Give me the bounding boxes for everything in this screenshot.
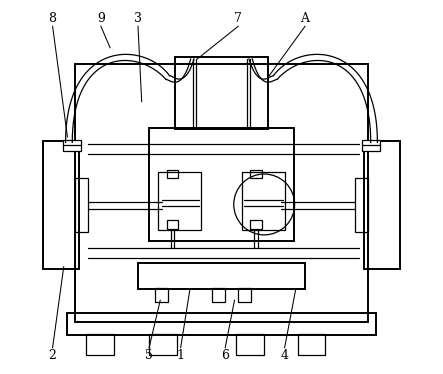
Bar (149, 128, 294, 241)
Text: 6: 6 (221, 349, 229, 362)
Bar (159, 172, 201, 230)
Bar (43, 141, 78, 269)
Bar (250, 220, 262, 229)
Bar (75, 178, 88, 232)
Bar (250, 169, 262, 178)
Bar (238, 288, 251, 302)
Bar (167, 220, 178, 229)
Text: 3: 3 (134, 12, 142, 25)
Text: 8: 8 (49, 12, 57, 25)
Bar (167, 169, 178, 178)
Text: 9: 9 (97, 12, 105, 25)
Bar (355, 178, 368, 232)
Text: 5: 5 (145, 349, 153, 362)
Text: 4: 4 (280, 349, 288, 362)
Bar (365, 141, 400, 269)
Bar (298, 334, 326, 355)
Bar (75, 64, 368, 322)
Bar (63, 140, 81, 151)
Text: A: A (300, 12, 310, 25)
Bar (155, 288, 167, 302)
Text: 7: 7 (234, 12, 242, 25)
Bar (212, 288, 225, 302)
Bar (362, 140, 380, 151)
Bar (242, 172, 284, 230)
Bar (138, 263, 305, 289)
Bar (67, 313, 376, 335)
Bar (237, 334, 264, 355)
Bar (86, 334, 114, 355)
Bar (175, 57, 268, 129)
Text: 2: 2 (49, 349, 57, 362)
Bar (149, 334, 177, 355)
Text: 1: 1 (177, 349, 185, 362)
